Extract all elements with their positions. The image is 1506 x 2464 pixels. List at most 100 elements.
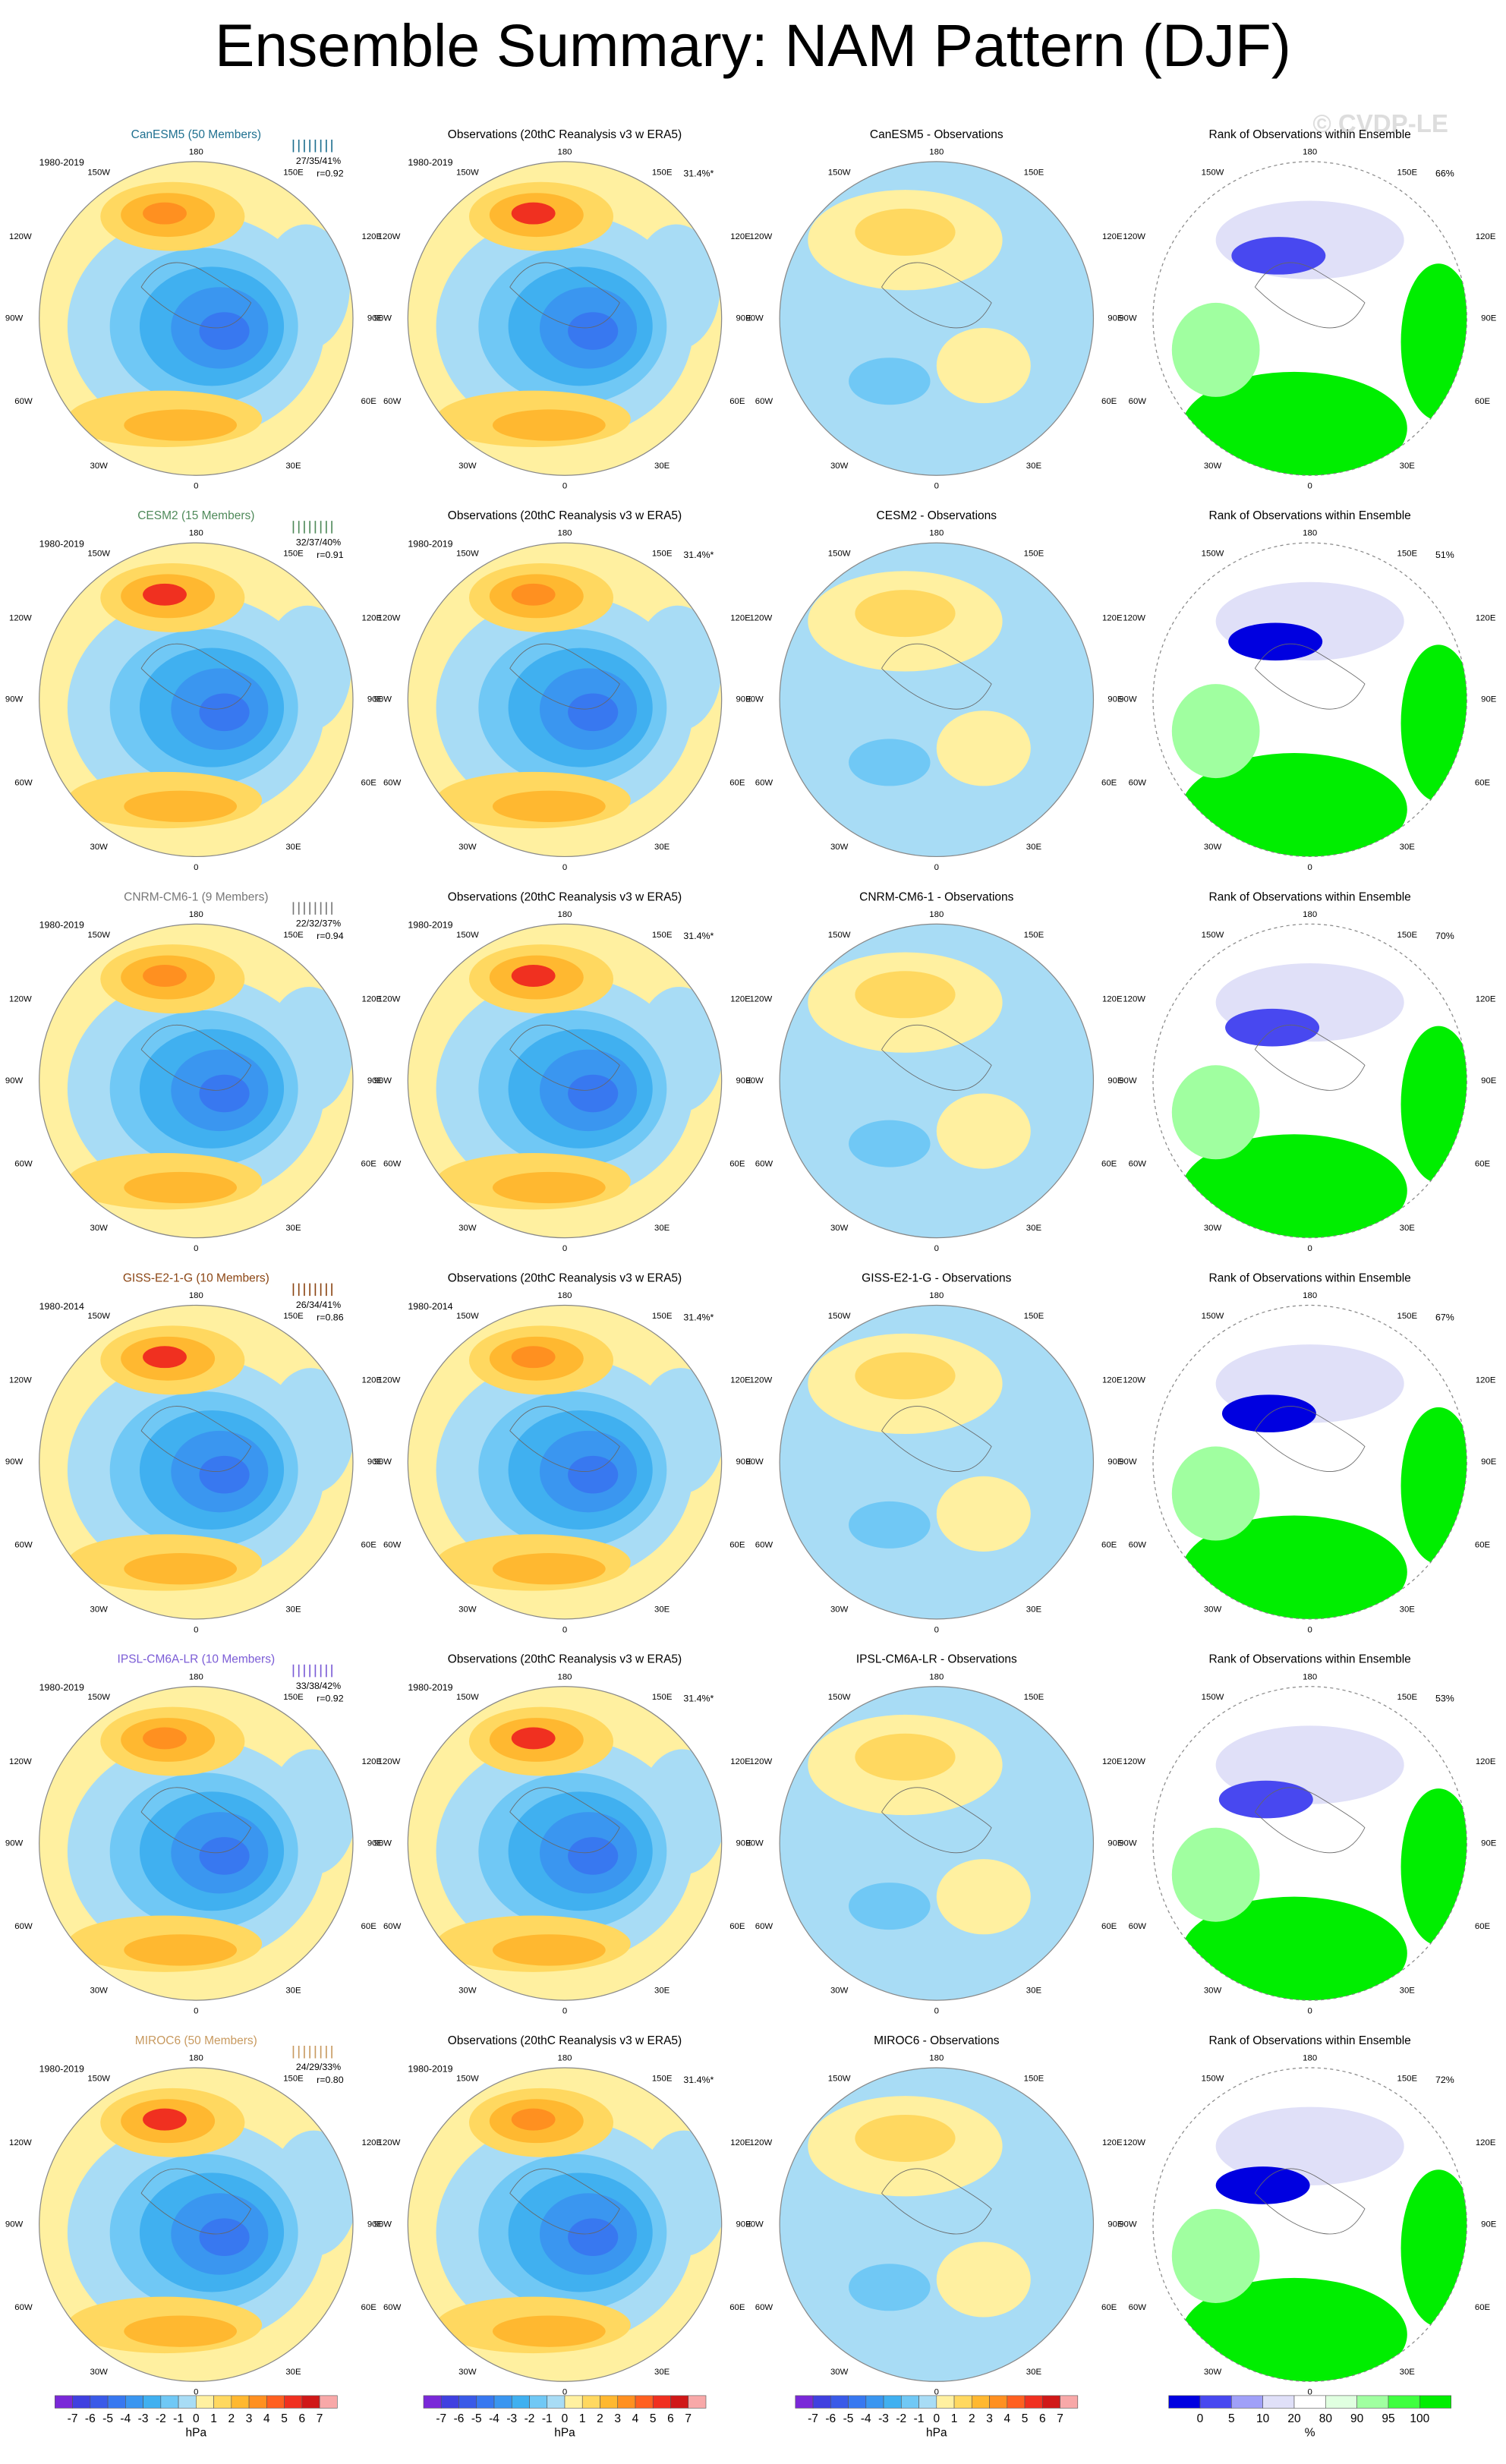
panel-title: Observations (20thC Reanalysis v3 w ERA5…	[448, 2034, 682, 2047]
lon-label: 120E	[1476, 2138, 1496, 2147]
colorbar-box	[458, 2395, 477, 2409]
colorbar-unit: hPa	[186, 2427, 207, 2440]
lon-label: 120E	[1102, 1376, 1123, 1385]
lon-label: 30E	[1026, 1987, 1042, 1996]
lon-label: 180	[1303, 1291, 1317, 1300]
contour-region	[511, 965, 556, 987]
lon-label: 90W	[745, 314, 764, 323]
lon-label: 150W	[828, 931, 851, 940]
lon-label: 0	[562, 2388, 567, 2397]
colorbar-box	[125, 2395, 143, 2409]
map-outline	[1152, 161, 1467, 476]
colorbar-box	[1060, 2395, 1079, 2409]
contour-region	[492, 409, 606, 441]
lon-label: 90W	[1119, 1457, 1137, 1467]
contour-region	[492, 1553, 606, 1585]
lon-label: 60E	[729, 2303, 745, 2312]
lon-label: 150E	[283, 1693, 304, 1702]
colorbar-tick: 5	[1228, 2412, 1235, 2425]
lon-label: 150E	[1397, 931, 1418, 940]
lon-label: 180	[1303, 2054, 1317, 2063]
lon-label: 180	[1303, 147, 1317, 156]
colorbar-box	[1024, 2395, 1043, 2409]
lon-label: 180	[189, 1291, 203, 1300]
lon-label: 30W	[1204, 843, 1222, 852]
lon-label: 0	[194, 863, 198, 872]
colorbar-box	[1388, 2395, 1420, 2409]
contour-region	[511, 2108, 556, 2131]
colorbar-box	[670, 2395, 689, 2409]
lon-label: 60W	[1129, 1541, 1147, 1550]
map-outline	[779, 2067, 1095, 2382]
lon-label: 60W	[14, 778, 33, 787]
contour-region	[143, 965, 187, 987]
lon-label: 120W	[378, 613, 401, 622]
lon-label: 180	[929, 2054, 944, 2063]
colorbar-tick: -1	[914, 2412, 925, 2425]
lon-label: 30E	[1026, 1605, 1042, 1614]
colorbar-tick: 7	[685, 2412, 692, 2425]
panel-title: CESM2 - Observations	[877, 509, 997, 522]
pct-variance: 31.4%*	[683, 1694, 714, 1704]
coastline	[140, 2168, 252, 2235]
lon-label: 30E	[285, 462, 301, 471]
panel-title: MIROC6 - Observations	[874, 2034, 1000, 2047]
lon-label: 90E	[1107, 314, 1123, 323]
colorbar-box	[231, 2395, 250, 2409]
lon-label: 150W	[87, 2074, 110, 2083]
colorbar-tick: 4	[263, 2412, 270, 2425]
lon-label: 60E	[361, 1541, 377, 1550]
colorbar-tick: 7	[317, 2412, 323, 2425]
lon-label: 60W	[14, 397, 33, 406]
map-outline	[1152, 923, 1467, 1239]
lon-label: 0	[562, 1625, 567, 1634]
lon-label: 90W	[745, 1076, 764, 1085]
lon-label: 90W	[374, 1457, 392, 1467]
rank-pct: 70%	[1435, 931, 1454, 941]
lon-label: 120E	[362, 995, 383, 1004]
lon-label: 60W	[383, 1541, 402, 1550]
lon-label: 120W	[1123, 995, 1145, 1004]
lon-label: 150W	[456, 168, 479, 177]
lon-label: 60E	[1475, 778, 1491, 787]
contour-region	[1171, 2208, 1260, 2303]
lon-label: 120W	[749, 995, 772, 1004]
contour-region	[1400, 2169, 1467, 2327]
lon-label: 90W	[5, 1839, 24, 1848]
colorbar-tick: 2	[969, 2412, 975, 2425]
panel-title: Rank of Observations within Ensemble	[1209, 509, 1411, 522]
lon-label: 60W	[383, 1160, 402, 1169]
colorbar-box	[900, 2395, 919, 2409]
correlation: r=0.92	[317, 1694, 344, 1704]
colorbar-tick: -7	[436, 2412, 446, 2425]
colorbar-box	[301, 2395, 320, 2409]
lon-label: 90W	[1119, 2220, 1137, 2229]
contour-region	[1171, 684, 1260, 779]
lon-label: 120W	[749, 613, 772, 622]
colorbar-tick: 0	[933, 2412, 940, 2425]
colorbar-tick: 6	[1039, 2412, 1046, 2425]
lon-label: 0	[562, 2007, 567, 2016]
period: 1980-2019	[39, 1682, 84, 1693]
contour-region	[1181, 753, 1407, 857]
colorbar-tick: -3	[138, 2412, 149, 2425]
contour-region	[936, 2242, 1031, 2317]
coastline	[1254, 1024, 1366, 1091]
colorbar-tick: 7	[1057, 2412, 1063, 2425]
colorbar-box	[830, 2395, 849, 2409]
period: 1980-2019	[39, 538, 84, 549]
lon-label: 120E	[730, 232, 751, 241]
lon-label: 150W	[456, 931, 479, 940]
contour-region	[849, 1883, 931, 1930]
colorbar-tick: 5	[1022, 2412, 1029, 2425]
lon-label: 30W	[1204, 1224, 1222, 1233]
contour-region	[492, 790, 606, 822]
colorbar-box	[284, 2395, 303, 2409]
lon-label: 120E	[730, 1376, 751, 1385]
lon-label: 30E	[654, 843, 670, 852]
map-panel	[780, 2067, 1094, 2382]
colorbar-box	[1262, 2395, 1295, 2409]
map-outline	[407, 542, 723, 858]
correlation: r=0.91	[317, 550, 344, 560]
contour-region	[1231, 237, 1326, 275]
